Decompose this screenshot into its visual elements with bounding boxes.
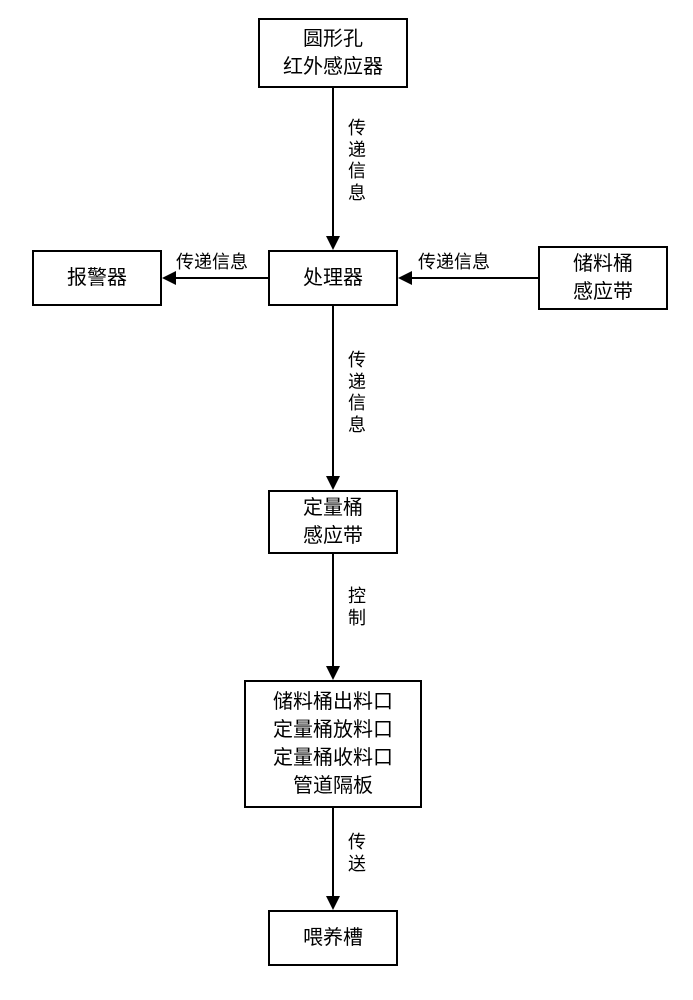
edge-e6-arrow — [326, 896, 340, 910]
node-label: 储料桶出料口 定量桶放料口 定量桶收料口 管道隔板 — [273, 688, 393, 800]
edge-e2-line — [176, 277, 268, 279]
edge-e5-label: 控 制 — [348, 586, 370, 629]
edge-e6-label: 传 送 — [348, 832, 370, 875]
edge-e6-line — [332, 808, 334, 896]
edge-e3-arrow — [398, 271, 412, 285]
node-label: 储料桶 感应带 — [573, 250, 633, 306]
edge-e4-arrow — [326, 476, 340, 490]
edge-e1-line — [332, 88, 334, 236]
edge-e4-label: 传 递 信 息 — [348, 350, 370, 436]
node-label: 处理器 — [303, 264, 363, 292]
node-processor: 处理器 — [268, 250, 398, 306]
node-label: 定量桶 感应带 — [303, 494, 363, 550]
node-alarm: 报警器 — [32, 250, 162, 306]
edge-e3-label: 传递信息 — [418, 252, 490, 274]
node-label: 报警器 — [67, 264, 127, 292]
node-label: 圆形孔 红外感应器 — [283, 25, 383, 81]
edge-e3-line — [412, 277, 538, 279]
node-label: 喂养槽 — [303, 924, 363, 952]
edge-e1-arrow — [326, 236, 340, 250]
edge-e5-arrow — [326, 666, 340, 680]
node-meter-belt: 定量桶 感应带 — [268, 490, 398, 554]
edge-e4-line — [332, 306, 334, 476]
node-ports: 储料桶出料口 定量桶放料口 定量桶收料口 管道隔板 — [244, 680, 422, 808]
edge-e1-label: 传 递 信 息 — [348, 118, 370, 204]
node-trough: 喂养槽 — [268, 910, 398, 966]
node-storage-belt: 储料桶 感应带 — [538, 246, 668, 310]
node-ir-sensor: 圆形孔 红外感应器 — [258, 18, 408, 88]
edge-e5-line — [332, 554, 334, 666]
edge-e2-arrow — [162, 271, 176, 285]
edge-e2-label: 传递信息 — [176, 252, 248, 274]
